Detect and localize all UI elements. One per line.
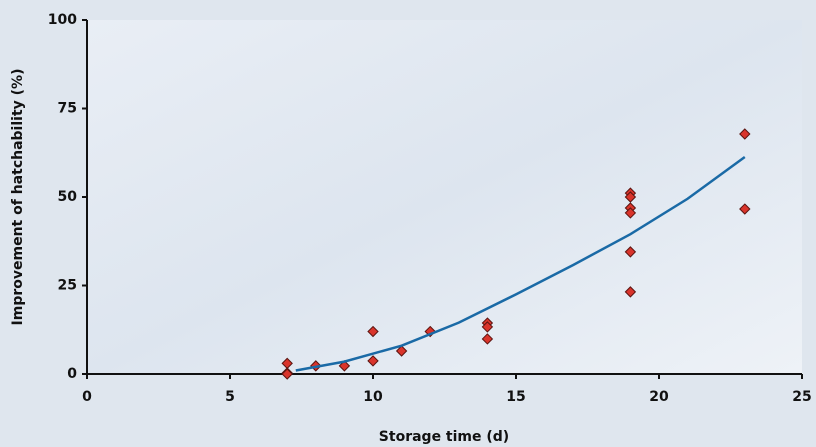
y-tick-label: 75 — [58, 101, 77, 117]
y-tick-label: 0 — [67, 366, 77, 382]
x-tick-label: 25 — [792, 389, 811, 405]
page: {"chart_data": {"type": "scatter", "x_la… — [0, 0, 816, 447]
y-tick-label: 25 — [58, 278, 77, 294]
y-tick-label: 100 — [48, 12, 77, 28]
x-tick-label: 15 — [506, 389, 525, 405]
x-tick-label: 0 — [82, 389, 92, 405]
x-axis-label: Storage time (d) — [379, 429, 509, 445]
plot-area — [87, 20, 802, 374]
x-tick-label: 10 — [363, 389, 383, 405]
y-tick-label: 50 — [58, 189, 78, 205]
x-tick-label: 5 — [225, 389, 235, 405]
y-axis-label: Improvement of hatchability (%) — [10, 69, 26, 326]
chart: Storage time (d) Improvement of hatchabi… — [0, 0, 816, 447]
x-tick-label: 20 — [649, 389, 669, 405]
